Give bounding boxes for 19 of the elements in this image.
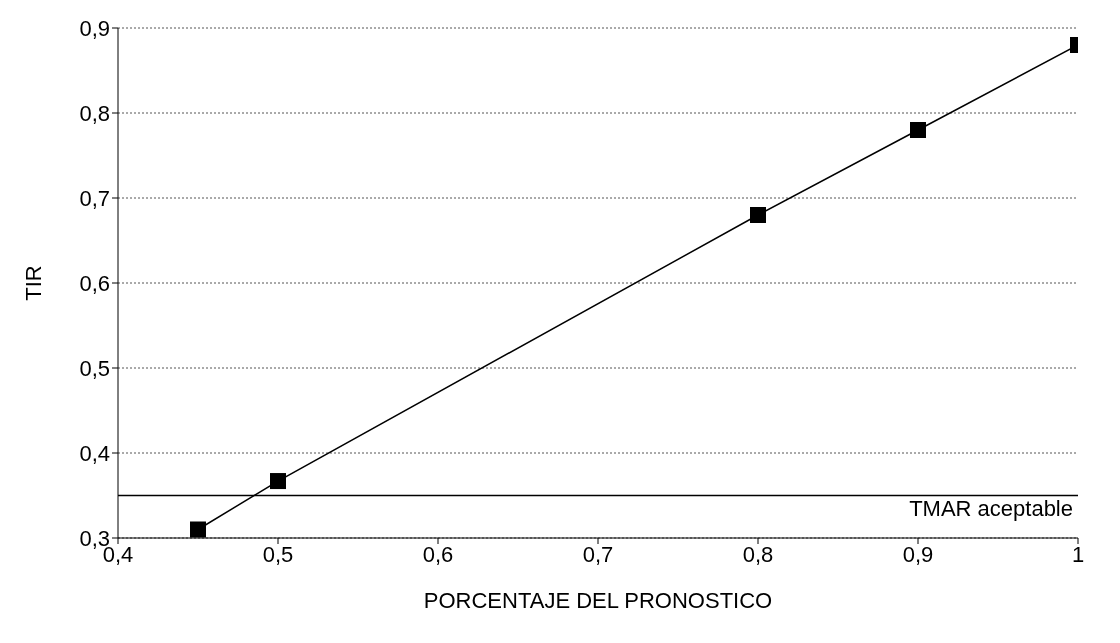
x-tick-label: 0,7 — [582, 541, 614, 567]
x-axis-title: PORCENTAJE DEL PRONOSTICO — [423, 588, 773, 613]
y-tick-label: 0,9 — [79, 15, 110, 41]
x-tick-label: 0,5 — [262, 541, 294, 567]
point — [910, 122, 926, 138]
point — [190, 521, 206, 538]
y-tick-label: 0,8 — [79, 100, 110, 126]
ref-line-label: TMAR aceptable — [909, 496, 1073, 522]
x-tick-label: 0,6 — [422, 541, 454, 567]
x-tick-label: 0,9 — [902, 541, 934, 567]
y-tick-label: 0,7 — [79, 185, 110, 211]
y-tick-label: 0,5 — [79, 355, 110, 381]
x-tick-label: 1 — [1071, 541, 1085, 567]
x-tick-label: 0,8 — [742, 541, 774, 567]
y-tick-label: 0,6 — [79, 270, 110, 296]
y-tick-label: 0,4 — [79, 440, 110, 466]
y-axis-title: TIR — [20, 265, 46, 301]
point — [270, 473, 286, 490]
point — [750, 207, 766, 223]
